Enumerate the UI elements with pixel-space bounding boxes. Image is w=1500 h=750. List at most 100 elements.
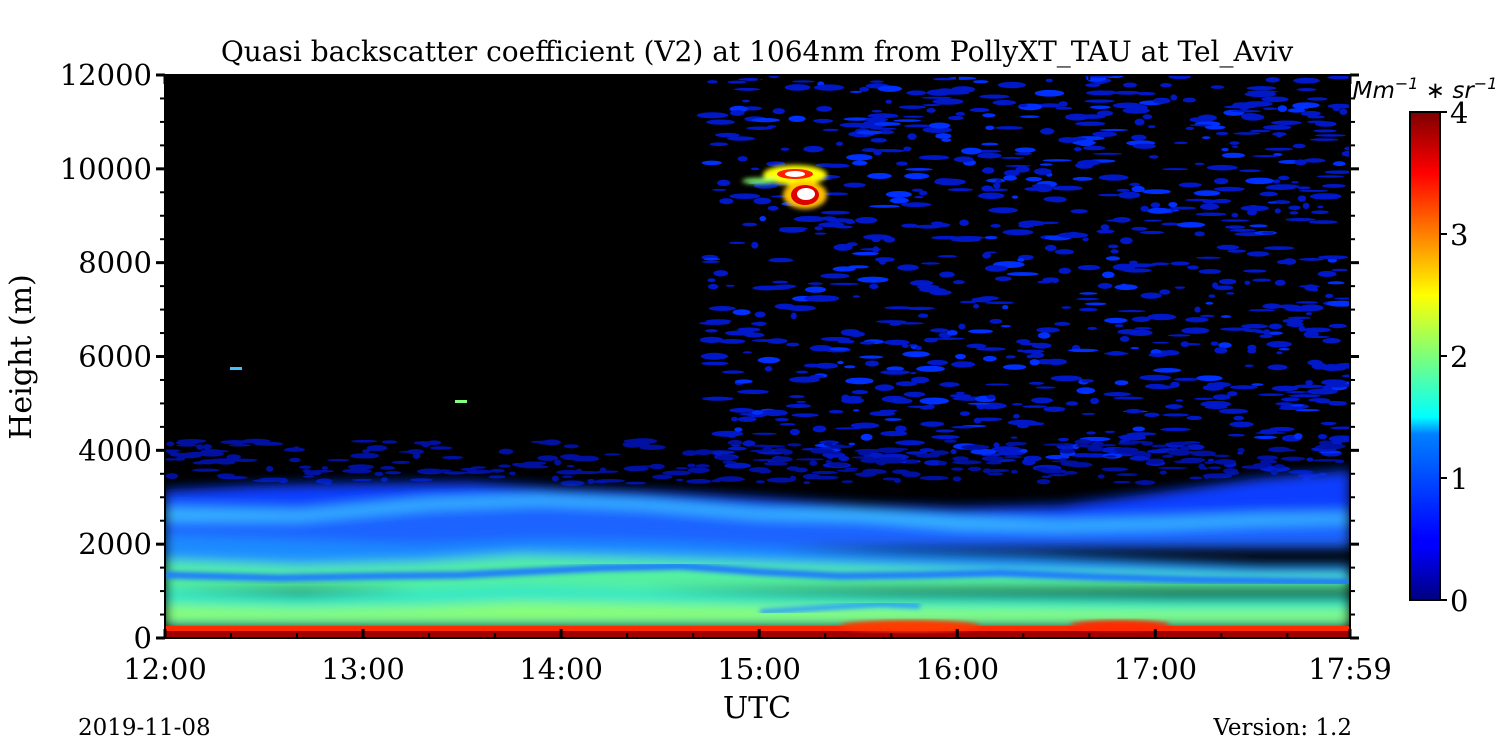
noise-speck <box>764 365 773 372</box>
noise-speck <box>851 390 869 395</box>
noise-speck <box>1134 327 1152 330</box>
noise-speck <box>839 122 869 128</box>
noise-speck <box>1100 224 1110 231</box>
noise-speck <box>816 105 833 112</box>
noise-speck <box>846 154 873 161</box>
noise-speck <box>746 126 773 130</box>
noise-speck <box>1317 205 1324 209</box>
noise-speck <box>384 470 402 475</box>
noise-speck <box>1208 294 1216 298</box>
noise-speck <box>1311 287 1319 292</box>
noise-speck <box>895 425 907 433</box>
noise-speck <box>814 362 839 369</box>
noise-speck <box>1259 429 1278 435</box>
noise-speck <box>1302 327 1332 333</box>
noise-speck <box>990 223 1001 228</box>
noise-speck <box>997 81 1027 89</box>
noise-speck <box>903 146 912 152</box>
noise-speck <box>1075 444 1104 448</box>
noise-speck <box>441 455 464 460</box>
noise-speck <box>1256 455 1279 461</box>
noise-speck <box>885 99 893 104</box>
noise-speck <box>165 473 179 479</box>
noise-speck <box>1165 404 1184 409</box>
noise-speck <box>900 202 932 208</box>
noise-speck <box>1213 454 1231 458</box>
noise-speck <box>1244 364 1254 368</box>
noise-speck <box>739 412 755 416</box>
noise-speck <box>537 455 559 461</box>
noise-speck <box>751 410 763 415</box>
colorbar-tick-label: 3 <box>1450 218 1468 252</box>
noise-speck <box>852 160 868 166</box>
noise-speck <box>1157 466 1188 470</box>
noise-speck <box>1195 256 1222 259</box>
noise-speck <box>1028 381 1045 385</box>
noise-speck <box>1291 181 1299 184</box>
noise-speck <box>1209 382 1232 388</box>
noise-speck <box>820 210 851 215</box>
noise-speck <box>1284 306 1316 312</box>
noise-speck <box>1290 404 1304 407</box>
y-tick-label: 0 <box>134 621 152 655</box>
noise-speck <box>623 439 641 444</box>
noise-speck <box>751 432 778 435</box>
noise-speck <box>968 329 994 334</box>
noise-speck <box>1326 300 1350 307</box>
noise-speck <box>1101 271 1115 279</box>
noise-speck <box>1216 244 1240 250</box>
noise-speck <box>175 440 199 445</box>
noise-speck <box>1174 286 1186 289</box>
noise-speck <box>1327 75 1350 80</box>
noise-speck <box>981 185 994 192</box>
noise-speck <box>1297 195 1307 202</box>
noise-speck <box>1180 341 1190 348</box>
noise-speck <box>226 454 242 460</box>
noise-speck <box>742 222 758 227</box>
y-axis-label: Height (m) <box>4 274 39 439</box>
noise-speck <box>787 443 802 447</box>
noise-speck <box>1024 187 1044 191</box>
noise-speck <box>1252 155 1280 158</box>
noise-speck <box>785 403 812 408</box>
noise-speck <box>1114 284 1138 291</box>
noise-speck <box>883 339 910 346</box>
noise-speck <box>982 113 996 118</box>
noise-speck <box>1103 392 1132 397</box>
noise-speck <box>878 257 887 265</box>
noise-speck <box>1014 147 1036 153</box>
noise-speck <box>813 84 845 91</box>
surface-layer <box>165 626 1350 631</box>
noise-speck <box>1226 292 1235 295</box>
noise-speck <box>752 458 778 462</box>
noise-speck <box>1213 285 1234 291</box>
noise-speck <box>1287 108 1306 113</box>
noise-speck <box>1246 251 1270 257</box>
noise-speck <box>977 192 1005 200</box>
noise-speck <box>1296 186 1311 190</box>
noise-speck <box>1212 198 1232 204</box>
noise-speck <box>1206 164 1238 171</box>
colorbar-ticks: 0 1 2 3 4 <box>1440 96 1468 618</box>
noise-speck <box>409 478 433 482</box>
noise-speck <box>593 480 610 484</box>
noise-speck <box>1073 147 1082 152</box>
noise-speck <box>873 122 901 126</box>
noise-speck <box>701 260 721 263</box>
noise-speck <box>950 467 964 471</box>
noise-speck <box>862 234 892 240</box>
noise-speck <box>1280 397 1300 402</box>
noise-speck <box>894 440 926 446</box>
noise-speck <box>1307 388 1338 395</box>
noise-speck <box>848 442 856 446</box>
noise-speck <box>551 475 559 482</box>
noise-speck <box>1282 318 1304 324</box>
noise-speck <box>1259 191 1278 197</box>
noise-speck <box>927 359 949 366</box>
noise-speck <box>1112 263 1136 271</box>
noise-speck <box>916 365 945 372</box>
noise-speck <box>464 470 485 474</box>
noise-speck <box>999 156 1025 159</box>
noise-speck <box>951 86 976 93</box>
noise-speck <box>1193 190 1221 197</box>
